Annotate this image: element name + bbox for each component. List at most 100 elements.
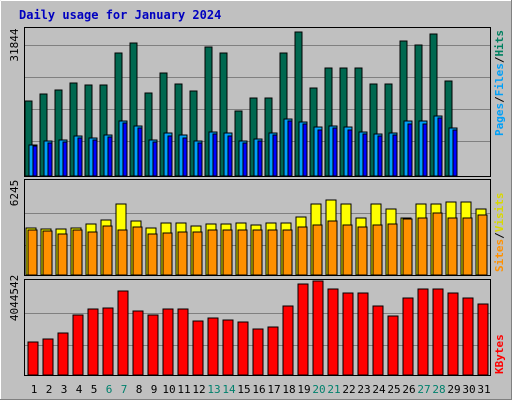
- day-label-15: 15: [237, 383, 250, 396]
- bar-sites-day-26: [402, 218, 413, 276]
- bar-pages-day-5: [92, 139, 98, 177]
- day-label-16: 16: [252, 383, 265, 396]
- x-axis-day-labels: 1 2 3 4 5 6 7 8 9 10 11 12 13 14 15 16 17 18 19 20 21 22 23 24 2…: [31, 383, 491, 396]
- bar-sites-day-20: [312, 224, 323, 276]
- bar-pages-day-29: [452, 129, 458, 177]
- bar-sites-day-31: [477, 214, 488, 276]
- day-label-4: 4: [76, 383, 83, 396]
- day-label-6: 6: [106, 383, 113, 396]
- day-label-28: 28: [432, 383, 445, 396]
- y-tick-label-hits: 31844: [8, 28, 21, 61]
- bars-kbytes-group: [27, 280, 489, 376]
- bar-sites-day-18: [282, 229, 293, 276]
- bar-kbytes-day-11: [177, 308, 189, 376]
- bar-kbytes-day-6: [102, 307, 114, 376]
- bar-pages-day-4: [77, 137, 83, 177]
- bar-kbytes-day-28: [432, 288, 444, 376]
- bar-pages-day-25: [392, 134, 398, 177]
- ylabel-sep-2: /: [493, 56, 506, 63]
- bar-sites-day-17: [267, 229, 278, 276]
- bar-kbytes-day-30: [462, 297, 474, 376]
- bar-kbytes-day-23: [357, 292, 369, 376]
- bar-sites-day-22: [342, 224, 353, 276]
- ylabel-sep-3: /: [493, 232, 506, 239]
- bar-kbytes-day-26: [402, 297, 414, 376]
- bar-sites-day-21: [327, 220, 338, 276]
- bars-hits-group: [24, 31, 458, 177]
- bar-pages-day-20: [317, 129, 323, 177]
- bar-pages-day-23: [362, 133, 368, 177]
- bar-sites-day-9: [147, 233, 158, 276]
- bar-kbytes-day-21: [327, 288, 339, 376]
- day-label-8: 8: [136, 383, 143, 396]
- ylabel-files: Files: [493, 63, 506, 96]
- bar-kbytes-day-24: [372, 305, 384, 376]
- day-label-9: 9: [151, 383, 158, 396]
- day-label-11: 11: [177, 383, 190, 396]
- ylabel-pages: Pages: [493, 103, 506, 136]
- day-label-17: 17: [267, 383, 280, 396]
- bar-pages-day-27: [422, 123, 428, 177]
- bar-pages-day-14: [227, 135, 233, 177]
- day-label-14: 14: [222, 383, 236, 396]
- bar-pages-day-9: [152, 141, 158, 177]
- day-label-25: 25: [387, 383, 400, 396]
- bar-pages-day-26: [407, 123, 413, 177]
- bar-kbytes-day-4: [72, 314, 84, 376]
- bar-kbytes-day-17: [267, 326, 279, 376]
- bars-visits-group: [25, 199, 488, 276]
- ylabel-kbytes-panel: KBytes: [493, 334, 506, 374]
- bar-pages-day-7: [122, 122, 128, 177]
- bar-kbytes-day-12: [192, 320, 204, 376]
- ylabel-visits: Visits: [493, 193, 506, 233]
- bar-sites-day-19: [297, 226, 308, 276]
- day-label-22: 22: [342, 383, 355, 396]
- bar-kbytes-day-3: [57, 332, 69, 376]
- bar-pages-day-6: [107, 136, 113, 177]
- ylabel-sep-1: /: [493, 96, 506, 103]
- bar-sites-day-14: [222, 229, 233, 276]
- bar-pages-day-17: [272, 134, 278, 177]
- bar-kbytes-day-1: [27, 341, 39, 376]
- bar-kbytes-day-13: [207, 317, 219, 376]
- day-label-20: 20: [312, 383, 325, 396]
- bar-sites-day-6: [102, 225, 113, 276]
- bar-kbytes-day-15: [237, 321, 249, 376]
- ylabel-hits: Hits: [493, 30, 506, 57]
- day-label-31: 31: [477, 383, 490, 396]
- bar-kbytes-day-20: [312, 280, 324, 376]
- day-label-2: 2: [46, 383, 53, 396]
- bar-pages-day-21: [332, 127, 338, 177]
- bar-sites-day-5: [87, 231, 98, 276]
- bar-pages-day-12: [197, 142, 203, 177]
- day-label-10: 10: [162, 383, 175, 396]
- bar-sites-day-28: [432, 212, 443, 276]
- bar-pages-day-22: [347, 129, 353, 177]
- bar-sites-day-8: [132, 226, 143, 276]
- day-label-13: 13: [207, 383, 220, 396]
- y-tick-label-kbytes: 4044542: [8, 275, 21, 321]
- bar-sites-day-11: [177, 231, 188, 276]
- day-label-18: 18: [282, 383, 295, 396]
- bar-pages-day-28: [437, 117, 443, 177]
- day-label-19: 19: [297, 383, 310, 396]
- bar-sites-day-24: [372, 224, 383, 276]
- day-label-26: 26: [402, 383, 415, 396]
- bar-sites-day-25: [387, 223, 398, 276]
- bar-sites-day-2: [42, 230, 53, 276]
- day-label-29: 29: [447, 383, 460, 396]
- ylabel-visits-panel: Sites/Visits: [493, 193, 506, 273]
- day-label-3: 3: [61, 383, 68, 396]
- bar-sites-day-30: [462, 217, 473, 276]
- bar-kbytes-day-29: [447, 292, 459, 376]
- bar-pages-day-18: [287, 120, 293, 177]
- chart-title: Daily usage for January 2024: [19, 8, 221, 22]
- bar-sites-day-29: [447, 217, 458, 276]
- bar-sites-day-12: [192, 231, 203, 276]
- day-label-23: 23: [357, 383, 370, 396]
- bar-sites-day-1: [27, 229, 38, 276]
- bar-sites-day-10: [162, 232, 173, 276]
- bar-kbytes-day-8: [132, 310, 144, 376]
- ylabel-sites: Sites: [493, 239, 506, 272]
